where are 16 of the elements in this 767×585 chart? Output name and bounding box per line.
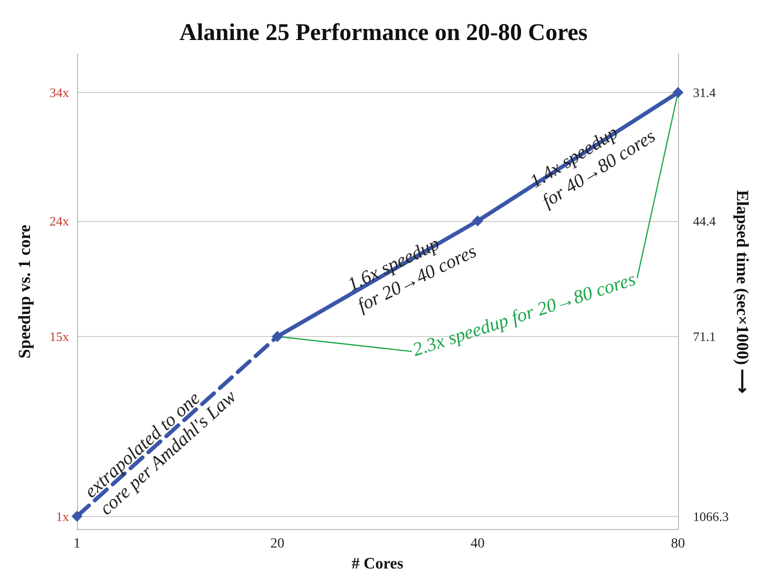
y-tick-label: 15x: [50, 328, 70, 344]
text: 71.1: [693, 328, 716, 344]
text: 31.4: [693, 85, 716, 100]
chart-title: Alanine 25 Performance on 20-80 Cores: [179, 20, 588, 46]
y2-axis-title: Elapsed time (sec×1000) ⟶: [733, 190, 752, 394]
y-tick-label: 24x: [50, 213, 70, 228]
y-tick-label: 34x: [50, 85, 70, 100]
y-axis-title: Speedup vs. 1 core: [15, 224, 34, 358]
text: 44.4: [693, 213, 716, 228]
x-tick-label: 20: [270, 536, 284, 552]
x-tick-label: 80: [671, 536, 685, 552]
x-tick-label: 1: [74, 536, 80, 552]
x-tick-label: 40: [470, 536, 485, 552]
text: 1066.3: [693, 508, 729, 524]
y-tick-label: 1x: [56, 508, 70, 524]
x-axis-title: # Cores: [352, 556, 404, 572]
